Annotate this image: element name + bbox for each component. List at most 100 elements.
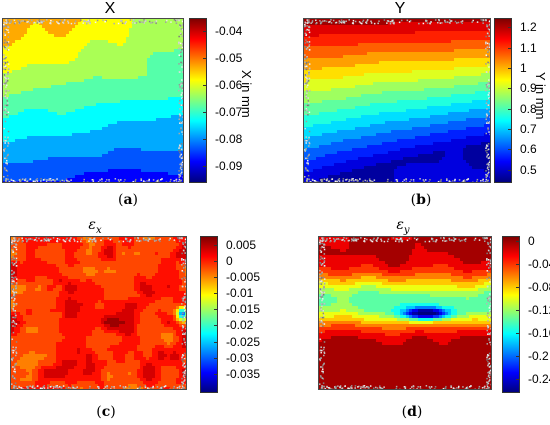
heatmap-cell xyxy=(403,46,407,50)
heatmap-cell xyxy=(33,100,37,104)
heatmap-cell xyxy=(394,52,398,56)
heatmap-cell xyxy=(138,118,142,122)
heatmap-cell xyxy=(72,91,76,95)
heatmap-cell xyxy=(132,172,136,176)
heatmap-cell xyxy=(334,31,338,35)
heatmap-cell xyxy=(159,49,163,53)
heatmap-cell xyxy=(346,46,350,50)
heatmap-cell xyxy=(331,28,335,32)
heatmap-cell xyxy=(150,139,154,143)
heatmap-cell xyxy=(21,109,25,113)
heatmap-cell xyxy=(39,91,43,95)
heatmap-cell xyxy=(478,34,482,38)
heatmap-cell xyxy=(72,79,76,83)
heatmap-cell xyxy=(415,43,419,47)
heatmap-cell xyxy=(105,97,109,101)
heatmap-cell xyxy=(72,82,76,86)
heatmap-cell xyxy=(340,67,344,71)
heatmap-cell xyxy=(364,25,368,29)
heatmap-cell xyxy=(361,49,365,53)
heatmap-cell xyxy=(135,121,139,125)
speckle-dot xyxy=(88,22,91,24)
heatmap-cell xyxy=(90,46,94,50)
heatmap-cell xyxy=(325,40,329,44)
heatmap-cell xyxy=(15,82,19,86)
heatmap-cell xyxy=(111,37,115,41)
heatmap-cell xyxy=(111,181,115,182)
heatmap-cell xyxy=(51,115,55,119)
heatmap-cell xyxy=(138,34,142,38)
heatmap-cell xyxy=(57,106,61,110)
heatmap-cell xyxy=(153,136,157,140)
speckle-dot xyxy=(141,21,143,23)
heatmap-cell xyxy=(370,22,374,26)
heatmap-cell xyxy=(117,91,121,95)
heatmap-cell xyxy=(147,34,151,38)
heatmap-cell xyxy=(162,133,166,137)
heatmap-cell xyxy=(442,70,446,74)
heatmap-cell xyxy=(27,181,31,182)
heatmap-cell xyxy=(463,49,467,53)
heatmap-cell xyxy=(376,61,380,65)
heatmap-cell xyxy=(156,175,160,179)
heatmap-cell xyxy=(69,64,73,68)
heatmap-cell xyxy=(108,73,112,77)
heatmap-cell xyxy=(442,52,446,56)
heatmap-cell xyxy=(162,58,166,62)
heatmap-cell xyxy=(168,40,172,44)
heatmap-cell xyxy=(78,22,82,26)
heatmap-cell xyxy=(54,64,58,68)
heatmap-cell xyxy=(54,31,58,35)
heatmap-cell xyxy=(403,67,407,71)
heatmap-cell xyxy=(421,64,425,68)
heatmap-cell xyxy=(358,43,362,47)
heatmap-cell xyxy=(159,139,163,143)
heatmap-cell xyxy=(111,82,115,86)
heatmap-cell xyxy=(349,55,353,59)
heatmap-cell xyxy=(30,49,34,53)
heatmap-cell xyxy=(448,46,452,50)
heatmap-cell xyxy=(102,130,106,134)
heatmap-cell xyxy=(325,55,329,59)
heatmap-cell xyxy=(117,151,121,155)
heatmap-cell xyxy=(168,172,172,176)
heatmap-cell xyxy=(138,25,142,29)
heatmap-cell xyxy=(168,127,172,131)
heatmap-cell xyxy=(63,145,67,149)
heatmap-cell xyxy=(27,76,31,80)
heatmap-cell xyxy=(81,115,85,119)
heatmap-cell xyxy=(162,19,166,23)
heatmap-cell xyxy=(36,61,40,65)
heatmap-cell xyxy=(33,151,37,155)
speckle-dot xyxy=(13,22,16,25)
heatmap-cell xyxy=(150,94,154,98)
heatmap-cell xyxy=(54,94,58,98)
heatmap-cell xyxy=(460,43,464,47)
heatmap-cell xyxy=(42,49,46,53)
heatmap-cell xyxy=(66,145,70,149)
heatmap-cell xyxy=(448,73,452,77)
heatmap-cell xyxy=(397,58,401,62)
speckle-dot xyxy=(67,22,70,24)
heatmap-cell xyxy=(36,163,40,167)
heatmap-cell xyxy=(87,121,91,125)
heatmap-cell xyxy=(445,64,449,68)
heatmap-cell xyxy=(129,40,133,44)
heatmap-cell xyxy=(12,82,16,86)
heatmap-cell xyxy=(391,67,395,71)
speckle-dot xyxy=(6,61,9,63)
heatmap-cell xyxy=(63,124,67,128)
heatmap-cell xyxy=(51,148,55,152)
heatmap-cell xyxy=(69,103,73,107)
heatmap-cell xyxy=(177,61,181,65)
speckle-dot xyxy=(155,20,158,22)
heatmap-cell xyxy=(123,55,127,59)
heatmap-cell xyxy=(18,130,22,134)
heatmap-cell xyxy=(180,43,183,47)
heatmap-cell xyxy=(150,100,154,104)
heatmap-cell xyxy=(319,70,323,74)
heatmap-cell xyxy=(54,145,58,149)
heatmap-cell xyxy=(111,112,115,116)
heatmap-cell xyxy=(111,178,115,182)
heatmap-cell xyxy=(126,130,130,134)
